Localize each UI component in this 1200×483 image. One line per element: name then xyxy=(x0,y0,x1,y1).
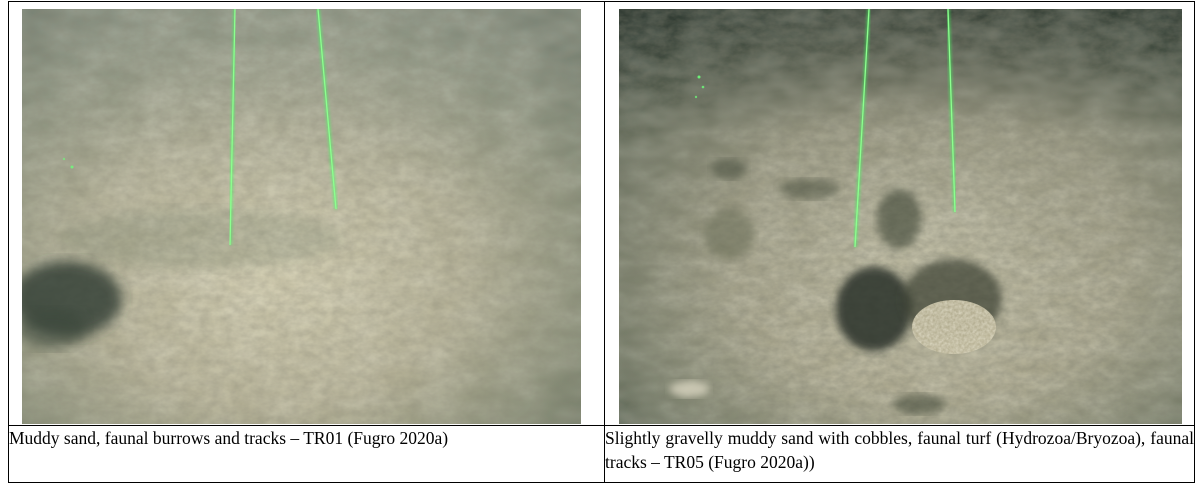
photo-cell-tr01 xyxy=(8,1,605,426)
photo-row xyxy=(8,1,1195,426)
laser-lines xyxy=(694,9,957,248)
caption-row: Muddy sand, faunal burrows and tracks – … xyxy=(8,425,1195,483)
photo-frame-tr01 xyxy=(9,2,604,425)
faunal-turf xyxy=(912,300,996,354)
seabed-photo-tr01 xyxy=(22,9,581,424)
photo-cell-tr05 xyxy=(604,1,1195,426)
laser-lines xyxy=(62,9,338,246)
photo-plate-table: Muddy sand, faunal burrows and tracks – … xyxy=(8,1,1195,483)
caption-tr05: Slightly gravelly muddy sand with cobble… xyxy=(604,425,1195,483)
cobbles xyxy=(669,159,1002,414)
seabed-photo-tr05 xyxy=(619,9,1182,424)
photo-frame-tr05 xyxy=(605,2,1194,425)
caption-tr01: Muddy sand, faunal burrows and tracks – … xyxy=(8,425,605,483)
